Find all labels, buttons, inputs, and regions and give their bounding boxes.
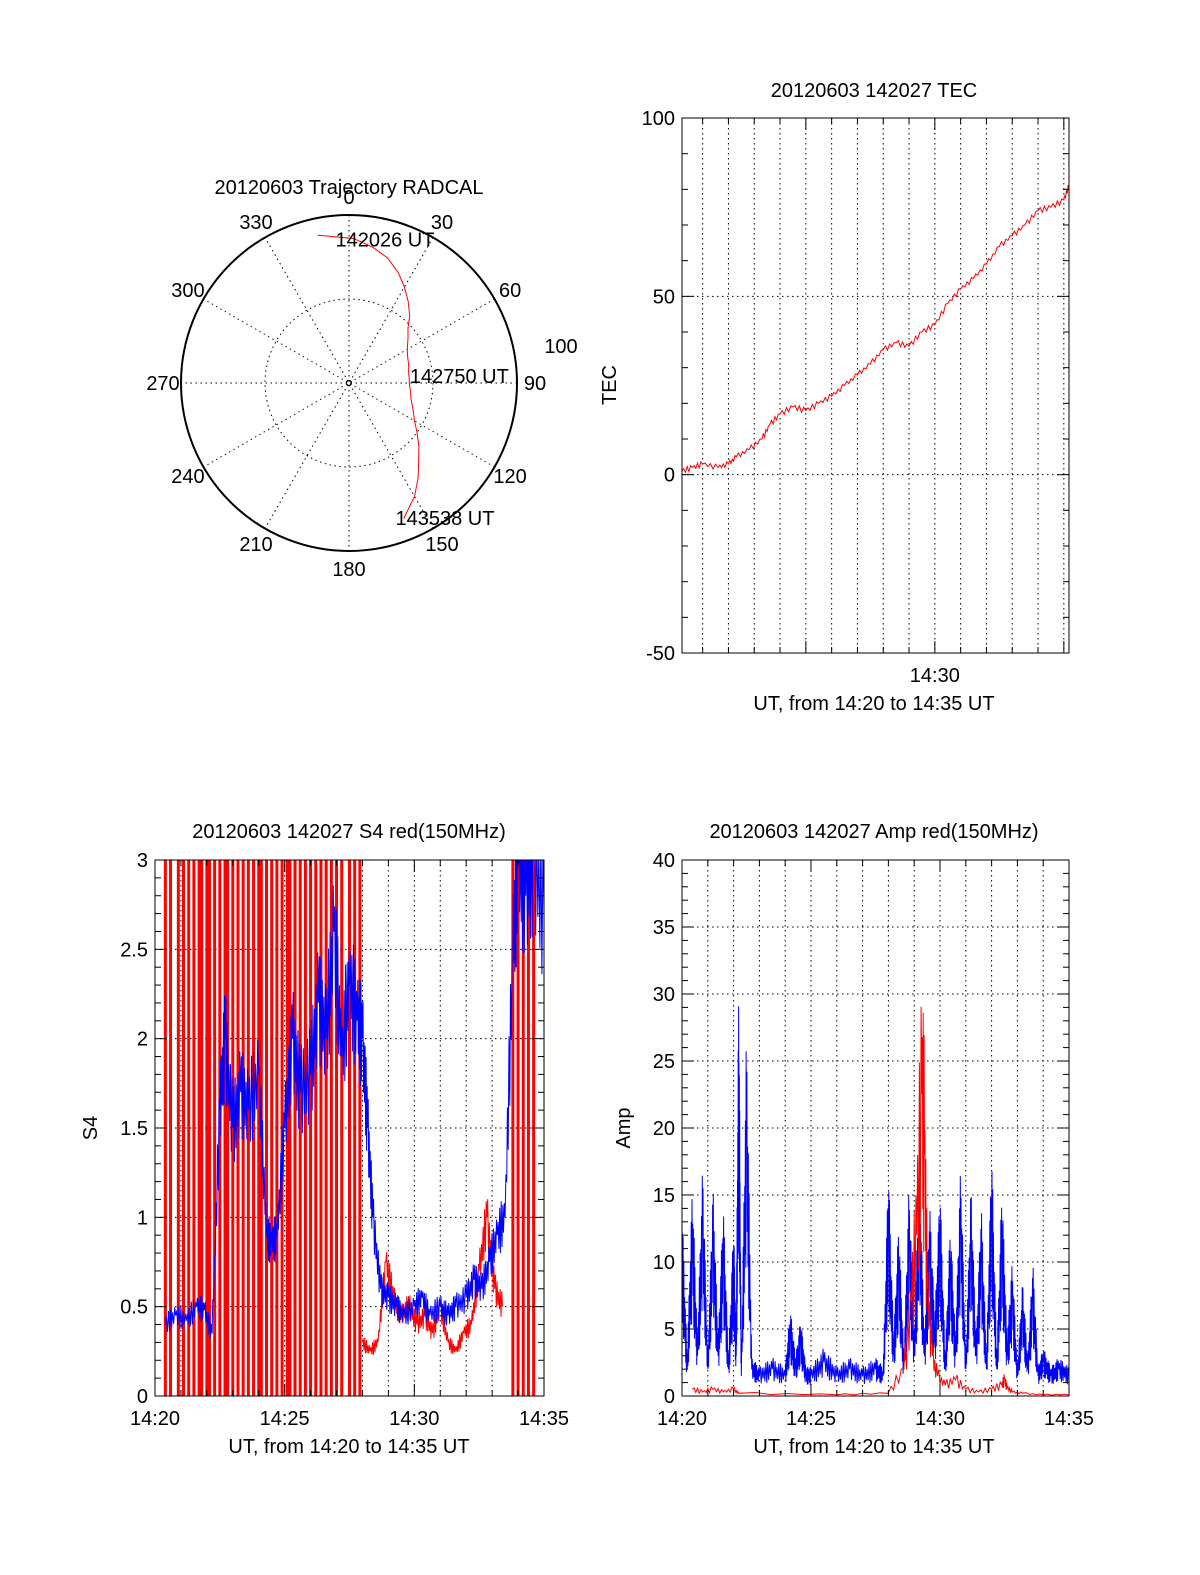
tec-title: 20120603 142027 TEC [771, 80, 977, 102]
amp-ytick-label: 40 [653, 850, 675, 872]
trajectory-azimuth-label: 0 [343, 187, 354, 209]
trajectory-polar-plot: 20120603 Trajectory RADCAL 0 30 60 90 120 150… [146, 177, 577, 581]
s4-series-blue [164, 860, 544, 1338]
trajectory-azimuth-label: 270 [146, 373, 179, 395]
amp-frame [681, 859, 1070, 1397]
tec-ytick-label: 50 [653, 286, 675, 308]
amp-ylabel: Amp [613, 1107, 635, 1148]
tec-data [682, 184, 1069, 474]
amp-xtick-label: 14:30 [915, 1408, 965, 1430]
amp-ytick-label: 15 [653, 1185, 675, 1207]
tec-ylabel: TEC [599, 365, 621, 405]
amp-xtick-label: 14:35 [1044, 1408, 1094, 1430]
s4-title: 20120603 142027 S4 red(150MHz) [192, 821, 506, 843]
trajectory-spoke [264, 237, 434, 529]
s4-ytick-label: 2 [137, 1029, 148, 1051]
s4-ylabel: S4 [80, 1116, 102, 1140]
trajectory-azimuth-label: 240 [171, 466, 204, 488]
amp-ytick-label: 25 [653, 1051, 675, 1073]
s4-xtick-label: 14:20 [130, 1408, 180, 1430]
amp-ytick-label: 10 [653, 1252, 675, 1274]
tec-series-red [682, 184, 1069, 474]
amp-ytick-label: 5 [664, 1319, 675, 1341]
trajectory-path-line [317, 234, 420, 519]
trajectory-azimuth-label: 30 [431, 212, 453, 234]
amp-xlabel: UT, from 14:20 to 14:35 UT [753, 1436, 994, 1458]
trajectory-grid [180, 214, 518, 552]
trajectory-time-annotation: 143538 UT [395, 508, 494, 530]
amp-series-blue [682, 1006, 1069, 1385]
tec-ticks [682, 117, 1069, 654]
trajectory-radial-label: 100 [544, 336, 577, 358]
trajectory-azimuth-label: 180 [332, 559, 365, 581]
trajectory-time-annotation: 142026 UT [336, 230, 435, 252]
tec-plot: 20120603 142027 TEC UT, from 14:20 to 14… [599, 80, 1070, 715]
amp-data [682, 1006, 1069, 1396]
trajectory-spoke [203, 298, 495, 468]
trajectory-azimuth-label: 210 [239, 534, 272, 556]
s4-ytick-label: 1 [137, 1207, 148, 1229]
tec-frame [681, 117, 1070, 654]
tec-ytick-label: 0 [664, 465, 675, 487]
tec-ytick-label: 100 [642, 108, 675, 130]
s4-xlabel: UT, from 14:20 to 14:35 UT [228, 1436, 469, 1458]
tec-grid [682, 118, 1069, 653]
s4-series-red [362, 1199, 503, 1355]
s4-frame [154, 859, 545, 1397]
trajectory-azimuth-label: 90 [524, 373, 546, 395]
amp-xtick-label: 14:20 [657, 1408, 707, 1430]
trajectory-annotations: 142026 UT 142750 UT 143538 UT [336, 230, 509, 530]
amp-plot: 20120603 142027 Amp red(150MHz) UT, from… [613, 821, 1094, 1458]
s4-data [163, 860, 544, 1396]
s4-ytick-label: 0.5 [120, 1297, 148, 1319]
s4-plot: 20120603 142027 S4 red(150MHz) UT, from … [80, 821, 569, 1458]
s4-xtick-label: 14:25 [260, 1408, 310, 1430]
trajectory-time-annotation: 142750 UT [410, 366, 509, 388]
trajectory-spoke [264, 237, 434, 529]
tec-xtick-label: 14:30 [910, 665, 960, 687]
trajectory-spoke [203, 298, 495, 468]
tec-ytick-label: -50 [646, 643, 675, 665]
trajectory-azimuth-label: 330 [239, 212, 272, 234]
amp-ytick-label: 30 [653, 984, 675, 1006]
s4-ytick-label: 2.5 [120, 939, 148, 961]
amp-ytick-label: 35 [653, 917, 675, 939]
trajectory-azimuth-labels: 0 30 60 90 120 150 180 210 240 270 300 330 100 [146, 187, 577, 581]
amp-series-red [691, 1006, 1069, 1396]
trajectory-title: 20120603 Trajectory RADCAL [214, 177, 483, 199]
trajectory-azimuth-label: 150 [425, 534, 458, 556]
tec-xlabel: UT, from 14:20 to 14:35 UT [753, 693, 994, 715]
s4-xtick-label: 14:35 [519, 1408, 569, 1430]
s4-ytick-label: 1.5 [120, 1118, 148, 1140]
amp-ytick-label: 0 [664, 1386, 675, 1408]
trajectory-azimuth-label: 120 [493, 466, 526, 488]
s4-ytick-label: 0 [137, 1386, 148, 1408]
trajectory-path [317, 234, 420, 519]
amp-ytick-label: 20 [653, 1118, 675, 1140]
trajectory-inner-circle [264, 298, 434, 468]
amp-xtick-label: 14:25 [786, 1408, 836, 1430]
trajectory-azimuth-label: 300 [171, 280, 204, 302]
s4-xtick-label: 14:30 [389, 1408, 439, 1430]
s4-ytick-label: 3 [137, 850, 148, 872]
amp-title: 20120603 142027 Amp red(150MHz) [709, 821, 1038, 843]
trajectory-azimuth-label: 60 [499, 280, 521, 302]
